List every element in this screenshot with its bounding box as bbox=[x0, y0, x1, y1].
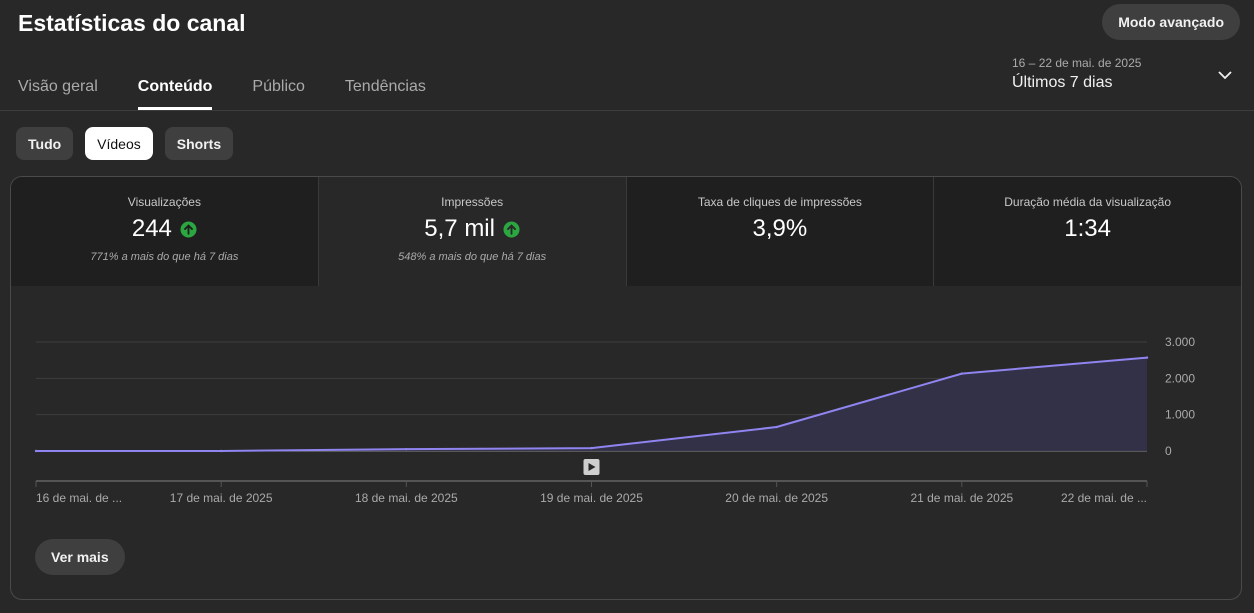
stats-panel: Visualizações 244 771% a mais do que há … bbox=[10, 176, 1242, 600]
y-tick-label: 2.000 bbox=[1165, 371, 1195, 385]
metric-cards: Visualizações 244 771% a mais do que há … bbox=[11, 177, 1241, 286]
metric-label: Impressões bbox=[441, 195, 504, 209]
metric-comparison-note: 548% a mais do que há 7 dias bbox=[398, 251, 547, 263]
data-point bbox=[590, 446, 593, 450]
play-triangle bbox=[588, 463, 596, 471]
x-tick-label: 20 de mai. de 2025 bbox=[725, 491, 828, 505]
metric-card-impressions[interactable]: Impressões 5,7 mil 548% a mais do que há… bbox=[318, 177, 627, 286]
tab-bar: Visão geral Conteúdo Público Tendências bbox=[18, 70, 466, 110]
chevron-down-icon[interactable] bbox=[1216, 68, 1234, 82]
tab-overview[interactable]: Visão geral bbox=[18, 78, 98, 95]
data-point bbox=[34, 449, 38, 453]
filter-chip-all[interactable]: Tudo bbox=[16, 127, 74, 160]
arrow-up-circle-icon bbox=[180, 220, 197, 238]
tab-audience[interactable]: Público bbox=[252, 78, 305, 95]
tab-content[interactable]: Conteúdo bbox=[137, 70, 212, 110]
x-tick-label: 18 de mai. de 2025 bbox=[355, 491, 458, 505]
y-tick-label: 3.000 bbox=[1165, 335, 1195, 349]
x-tick-label: 21 de mai. de 2025 bbox=[910, 491, 1013, 505]
metric-card-avg-duration[interactable]: Duração média da visualização 1:34 bbox=[934, 177, 1241, 286]
filter-chip-videos[interactable]: Vídeos bbox=[85, 127, 153, 160]
metric-value-row: 5,7 mil bbox=[319, 215, 626, 243]
metric-value: 244 bbox=[131, 215, 172, 242]
metric-value-row: 244 bbox=[11, 215, 318, 243]
metric-value: 5,7 mil bbox=[424, 215, 495, 242]
x-tick-label: 16 de mai. de ... bbox=[36, 491, 122, 505]
content-type-filter: Tudo Vídeos Shorts bbox=[16, 127, 245, 160]
x-tick-label: 22 de mai. de ... bbox=[1061, 491, 1147, 505]
metric-value-row: 1:34 bbox=[934, 215, 1241, 243]
data-point bbox=[960, 372, 964, 375]
data-point bbox=[1145, 356, 1149, 359]
metric-label: Duração média da visualização bbox=[1004, 195, 1171, 209]
metric-value: 3,9% bbox=[752, 215, 808, 242]
impressions-chart: 3.000 2.000 1.000 0 16 de mai. de ... 17 de m… bbox=[34, 335, 1195, 505]
metric-label: Taxa de cliques de impressões bbox=[697, 195, 862, 209]
metric-comparison-note: 771% a mais do que há 7 dias bbox=[90, 251, 239, 263]
metric-card-views[interactable]: Visualizações 244 771% a mais do que há … bbox=[11, 177, 319, 286]
arrow-up-circle-icon bbox=[503, 220, 520, 238]
date-range-text: 16 – 22 de mai. de 2025 bbox=[1012, 56, 1142, 70]
data-point bbox=[775, 425, 778, 429]
page-title: Estatísticas do canal bbox=[18, 10, 246, 36]
header-divider bbox=[0, 110, 1254, 111]
x-tick-label: 19 de mai. de 2025 bbox=[540, 491, 643, 505]
filter-chip-shorts[interactable]: Shorts bbox=[164, 127, 234, 160]
date-period-text: Últimos 7 dias bbox=[1012, 74, 1113, 91]
data-point bbox=[219, 449, 223, 453]
tab-trends[interactable]: Tendências bbox=[344, 78, 426, 95]
y-tick-label: 1.000 bbox=[1165, 408, 1195, 422]
metric-value-row: 3,9% bbox=[627, 215, 934, 243]
y-tick-label: 0 bbox=[1165, 444, 1172, 458]
metric-label: Visualizações bbox=[127, 195, 201, 209]
metric-card-ctr[interactable]: Taxa de cliques de impressões 3,9% bbox=[626, 177, 935, 286]
date-range-picker[interactable]: 16 – 22 de mai. de 2025 Últimos 7 dias bbox=[1012, 56, 1141, 92]
advanced-mode-button[interactable]: Modo avançado bbox=[1102, 4, 1240, 40]
metric-value: 1:34 bbox=[1064, 215, 1111, 242]
data-point bbox=[405, 447, 408, 451]
x-tick-label: 17 de mai. de 2025 bbox=[170, 491, 273, 505]
see-more-button[interactable]: Ver mais bbox=[35, 539, 125, 575]
series-area bbox=[36, 357, 1147, 451]
